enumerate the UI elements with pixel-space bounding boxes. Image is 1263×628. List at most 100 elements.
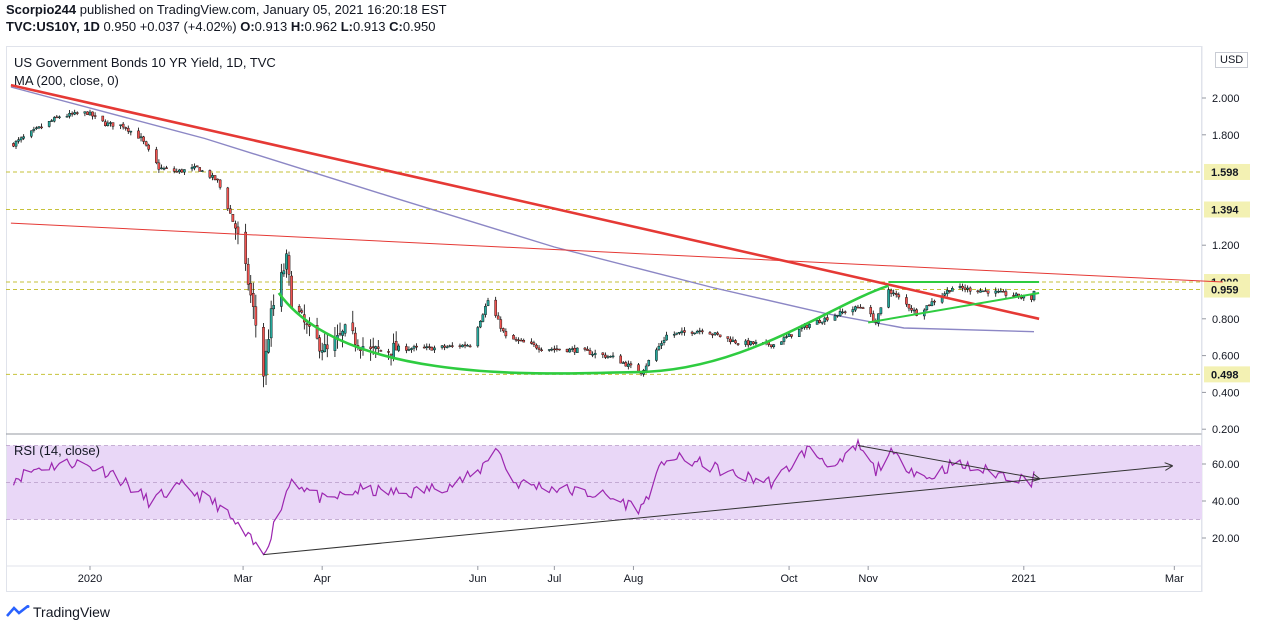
publisher-name[interactable]: Scorpio244 (6, 2, 77, 17)
currency-badge[interactable]: USD (1215, 52, 1249, 68)
level-tag-label: 0.498 (1211, 369, 1239, 381)
candle-body (854, 306, 857, 311)
candle-body (183, 169, 186, 173)
candle-body (629, 363, 633, 366)
candle-body (961, 285, 964, 289)
candle-body (912, 309, 916, 312)
candle-body (943, 293, 947, 296)
candle-body (389, 353, 393, 356)
candle-body (93, 115, 97, 117)
level-tag-label: 1.394 (1211, 205, 1239, 217)
candle-body (945, 290, 949, 295)
candle-body (323, 344, 327, 352)
candle-body (415, 345, 418, 348)
candle-body (30, 130, 33, 137)
candle-body (325, 344, 329, 350)
candle-body (91, 111, 94, 117)
candle-body (458, 345, 462, 347)
price-axis-label: 2.000 (1212, 93, 1240, 105)
candle-body (897, 294, 901, 298)
rsi-indicator-label[interactable]: RSI (14, close) (14, 443, 100, 458)
candle-body (468, 345, 472, 348)
candle-body (711, 333, 714, 336)
candle-body (445, 346, 449, 349)
candle-body (264, 350, 268, 376)
time-axis-label: Nov (858, 573, 878, 585)
low-label: L: (340, 19, 353, 34)
candle-body (351, 322, 355, 332)
candle-body (754, 342, 758, 344)
candle-body (343, 324, 347, 334)
candle-body (231, 214, 235, 222)
candle-body (101, 115, 105, 122)
time-axis-label: Oct (781, 573, 798, 585)
candle-body (879, 307, 883, 314)
candle-body (177, 169, 181, 173)
candle-body (234, 223, 237, 229)
candle-body (502, 328, 505, 332)
level-tag (1204, 281, 1250, 298)
candle-body (731, 339, 735, 342)
candle-body (976, 290, 980, 293)
symbol-label[interactable]: TVC:US10Y, 1D (6, 19, 100, 34)
candle-body (126, 127, 130, 132)
candle-body (12, 143, 15, 147)
candle-body (576, 347, 579, 353)
candle-body (443, 345, 446, 348)
candle-body (994, 290, 998, 294)
candle-body (785, 336, 788, 338)
candle-body (410, 348, 413, 350)
price-axis-label: 1.800 (1212, 130, 1240, 142)
open-value: 0.913 (254, 19, 288, 34)
candle-body (371, 346, 375, 348)
candle-body (675, 332, 679, 335)
tradingview-footer[interactable]: TradingView (6, 604, 110, 620)
close-label: C: (389, 19, 403, 34)
candle-body (958, 285, 962, 288)
price-pane-title[interactable]: US Government Bonds 10 YR Yield, 1D, TVC (14, 55, 276, 70)
candle-body (657, 345, 661, 350)
time-axis-label: 2021 (1012, 573, 1036, 585)
candle-body (305, 323, 309, 326)
candle-body (984, 290, 987, 292)
candle-body (841, 311, 844, 314)
candle-body (65, 115, 69, 118)
time-axis-label: 2020 (78, 573, 102, 585)
candle-body (996, 291, 1000, 293)
candle-body (928, 304, 931, 307)
price-axis-label: 0.600 (1212, 351, 1240, 363)
price-axis-label: 0.800 (1212, 314, 1240, 326)
candle-body (859, 306, 862, 309)
candle-body (925, 305, 929, 310)
candle-body (558, 348, 561, 351)
candle-body (815, 320, 819, 325)
candle-body (216, 178, 219, 181)
tradingview-logo-icon (6, 604, 30, 617)
candle-body (790, 334, 793, 337)
candle-body (119, 124, 122, 126)
candle-body (644, 365, 648, 371)
candle-body (512, 335, 515, 340)
candle-body (662, 340, 666, 343)
candle-body (887, 289, 890, 308)
candle-body (425, 346, 429, 349)
candle-body (736, 343, 740, 345)
candle-body (555, 348, 559, 350)
candle-body (504, 331, 508, 337)
candle-body (333, 338, 337, 351)
candle-body (463, 344, 467, 347)
candle-body (619, 355, 622, 364)
candle-body (678, 331, 681, 334)
time-axis-label: Mar (1165, 573, 1184, 585)
candle-body (604, 354, 607, 358)
candle-body (718, 334, 722, 337)
ma200-line (10, 86, 1035, 333)
candle-body (1030, 295, 1033, 300)
candle-body (746, 340, 750, 346)
candle-body (532, 342, 536, 345)
candle-body (121, 123, 125, 128)
ma-indicator-label[interactable]: MA (200, close, 0) (14, 73, 119, 88)
candle-body (172, 168, 176, 172)
candle-body (405, 346, 408, 351)
